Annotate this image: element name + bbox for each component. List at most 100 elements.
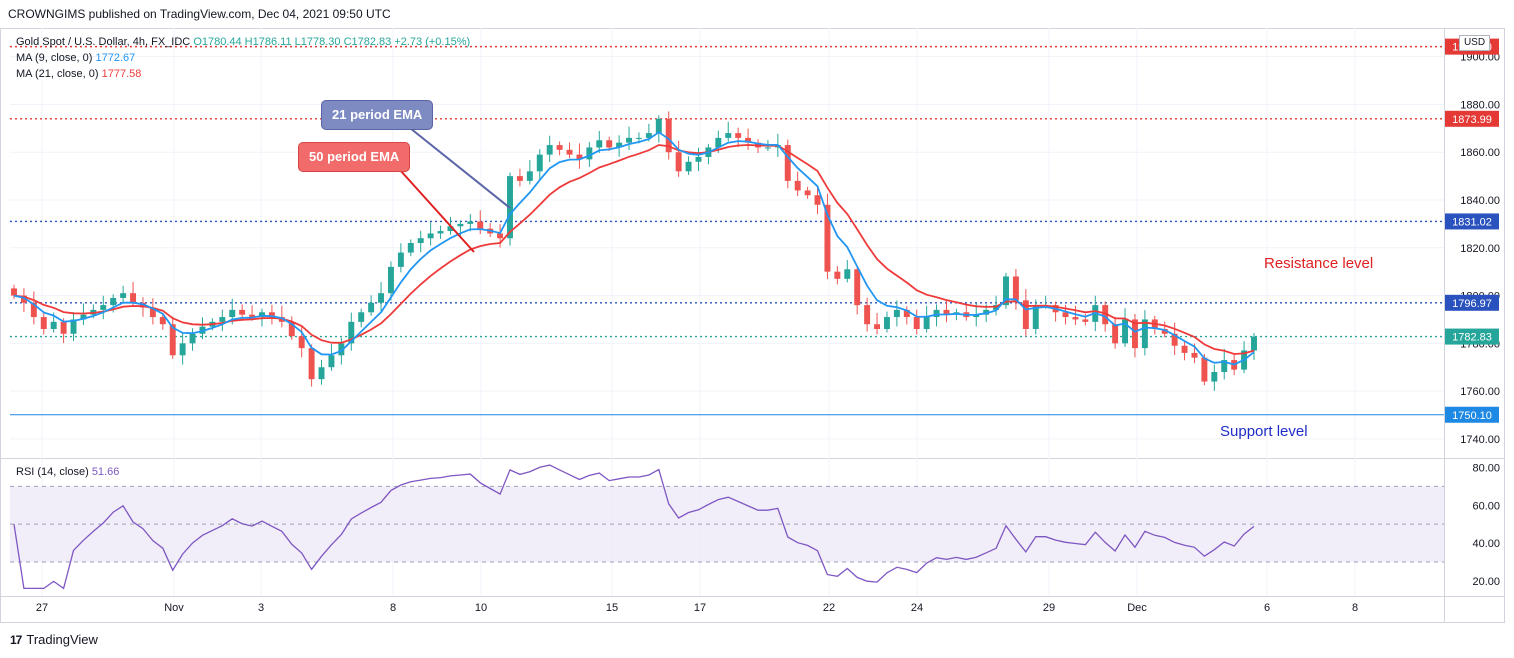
currency-selector[interactable]: USD (1459, 35, 1490, 51)
candle-body (516, 176, 523, 181)
candle-body (457, 223, 464, 227)
support-note: Support level (1220, 423, 1308, 440)
candle-body (854, 269, 861, 306)
rsi-line (13, 464, 1255, 590)
tradingview-brand: TradingView (26, 632, 98, 647)
candle-body (556, 145, 563, 150)
candle-body (566, 149, 573, 155)
candle-body (437, 231, 444, 234)
candle-body (407, 243, 414, 253)
candle-body (596, 140, 603, 148)
x-tick-label: Dec (1127, 602, 1147, 614)
symbol-name: Gold Spot / U.S. Dollar, 4h, FX_IDC (16, 36, 191, 48)
candle-body (1082, 319, 1089, 322)
candle-body (318, 367, 325, 380)
level-price-label: 1831.02 (1452, 216, 1492, 228)
candle-body (626, 137, 633, 143)
chart-frame (0, 28, 1505, 623)
candle-body (40, 317, 47, 329)
candle-body (169, 324, 176, 356)
candle-body (20, 295, 27, 303)
ma9-label: MA (9, close, 0) (16, 52, 93, 64)
ma21-legend[interactable]: MA (21, close, 0) 1777.58 (16, 68, 141, 80)
candle-body (1022, 300, 1029, 329)
candle-body (130, 293, 137, 303)
ema50-pointer (399, 169, 475, 253)
candle-body (50, 321, 57, 329)
candle-body (368, 302, 375, 313)
candle-body (189, 333, 196, 344)
candle-body (883, 317, 890, 329)
ema21-pointer (409, 127, 511, 209)
candle-body (824, 204, 831, 272)
candle-body (100, 305, 107, 310)
level-price-label: 1750.10 (1452, 410, 1492, 422)
candle-body (477, 221, 484, 229)
candle-body (1181, 345, 1188, 353)
resistance-note: Resistance level (1264, 255, 1374, 272)
x-tick-label: 10 (475, 602, 487, 614)
candle-body (120, 293, 127, 298)
x-tick-label: 6 (1264, 602, 1270, 614)
level-price-tag (1445, 110, 1499, 127)
y-tick-label: 1840.00 (1460, 195, 1500, 207)
candle-body (467, 221, 474, 224)
tradingview-logo[interactable]: 17 TradingView (10, 632, 98, 647)
x-tick-label: 22 (823, 602, 835, 614)
candle-body (417, 238, 424, 243)
candle-body (804, 190, 811, 196)
candle-body (745, 137, 752, 143)
level-price-tag (1445, 328, 1499, 345)
candle-body (378, 293, 385, 303)
candle-body (1211, 372, 1218, 382)
candle-body (1191, 352, 1198, 358)
ema21-callout: 21 period EMA (321, 100, 434, 130)
candle-body (268, 312, 275, 318)
y-tick-label: 1760.00 (1460, 386, 1500, 398)
candle-body (814, 195, 821, 205)
candle-body (1171, 333, 1178, 346)
rsi-value: 51.66 (91, 466, 120, 478)
level-price-tag (1445, 213, 1499, 230)
candle-body (1012, 276, 1019, 301)
rsi-legend[interactable]: RSI (14, close) 51.66 (16, 466, 119, 478)
candle-body (725, 133, 732, 138)
candle-body (576, 154, 583, 160)
rsi-tick-label: 80.00 (1472, 462, 1500, 474)
candle-body (110, 297, 117, 306)
candle-body (844, 269, 851, 279)
candle-body (387, 266, 394, 294)
ma21-line (13, 144, 1255, 355)
candle-body (1032, 305, 1039, 329)
candle-body (635, 137, 642, 139)
level-price-label: 1873.99 (1452, 114, 1492, 126)
candle-body (665, 118, 672, 153)
candle-body (923, 317, 930, 329)
ohlc-values: O1780.44 H1786.11 L1778.30 C1782.83 +2.7… (193, 36, 471, 48)
x-tick-label: 27 (36, 602, 48, 614)
candle-body (695, 157, 702, 162)
candle-body (179, 343, 186, 356)
candle-body (1251, 336, 1257, 351)
candle-body (60, 321, 67, 334)
candle-body (735, 133, 742, 138)
candle-body (239, 309, 246, 315)
candle-body (1003, 276, 1009, 306)
candle-body (983, 309, 990, 315)
candle-body (1131, 319, 1138, 349)
candle-body (288, 321, 295, 337)
candle-body (685, 161, 692, 172)
x-tick-label: 24 (911, 602, 923, 614)
symbol-legend[interactable]: Gold Spot / U.S. Dollar, 4h, FX_IDC O178… (16, 36, 470, 48)
x-tick-label: 8 (1352, 602, 1358, 614)
candle-body (70, 319, 77, 334)
level-price-tag (1445, 406, 1499, 423)
ma9-legend[interactable]: MA (9, close, 0) 1772.67 (16, 52, 135, 64)
candle-body (903, 309, 910, 318)
candle-body (913, 317, 920, 329)
ma9-value: 1772.67 (95, 52, 136, 64)
candle-body (219, 317, 226, 322)
candle-body (645, 133, 652, 138)
candle-body (1122, 319, 1129, 344)
